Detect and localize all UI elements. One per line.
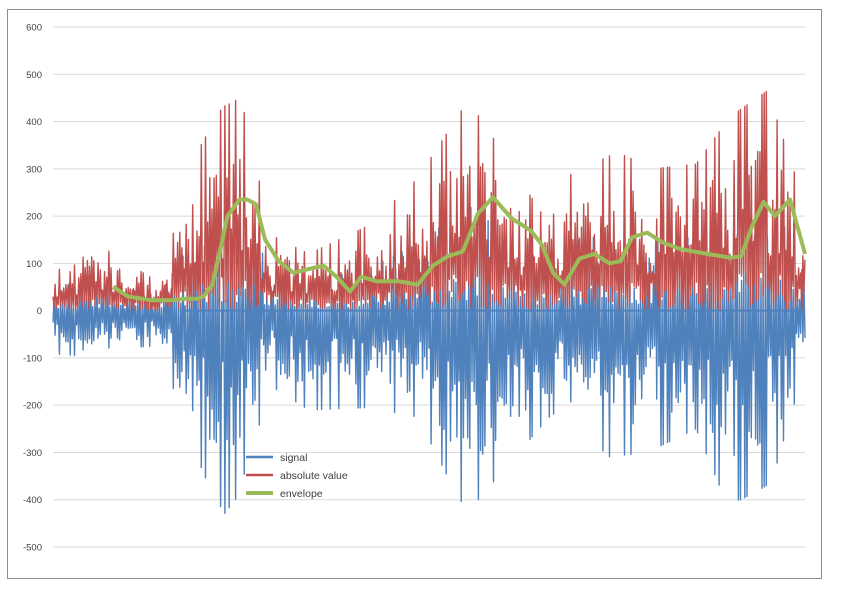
y-tick-label: 300 [26, 164, 42, 175]
chart-plot: 6005004003002001000-100-200-300-400-500 … [23, 23, 807, 554]
series-line-absolute-value [52, 90, 806, 312]
legend: signal absolute value envelope [246, 452, 348, 500]
series-line-signal [52, 206, 806, 515]
y-tick-label: 0 [37, 306, 42, 317]
chart-area: 600 500 400 300 200 100 0 -100 -200 -300 -400 -500 … [7, 9, 822, 579]
y-tick-label: -200 [23, 401, 42, 412]
y-tick-label: -100 [23, 353, 42, 364]
y-tick-label: 100 [26, 259, 42, 270]
y-axis-tick-labels: 600 500 400 300 200 100 0 -100 -200 -300 -400 -500 [23, 23, 42, 554]
legend-label-envelope: envelope [280, 488, 323, 500]
y-tick-label: 500 [26, 70, 42, 81]
series-line-envelope [112, 195, 807, 303]
legend-label-absolute-value: absolute value [280, 470, 348, 482]
y-tick-label: 400 [26, 117, 42, 128]
y-tick-label: -400 [23, 495, 42, 506]
y-tick-label: -300 [23, 448, 42, 459]
y-tick-label: 600 [26, 23, 42, 34]
legend-label-signal: signal [280, 452, 307, 464]
y-tick-label: -500 [23, 543, 42, 554]
series-lines [52, 90, 807, 515]
y-tick-label: 200 [26, 212, 42, 223]
